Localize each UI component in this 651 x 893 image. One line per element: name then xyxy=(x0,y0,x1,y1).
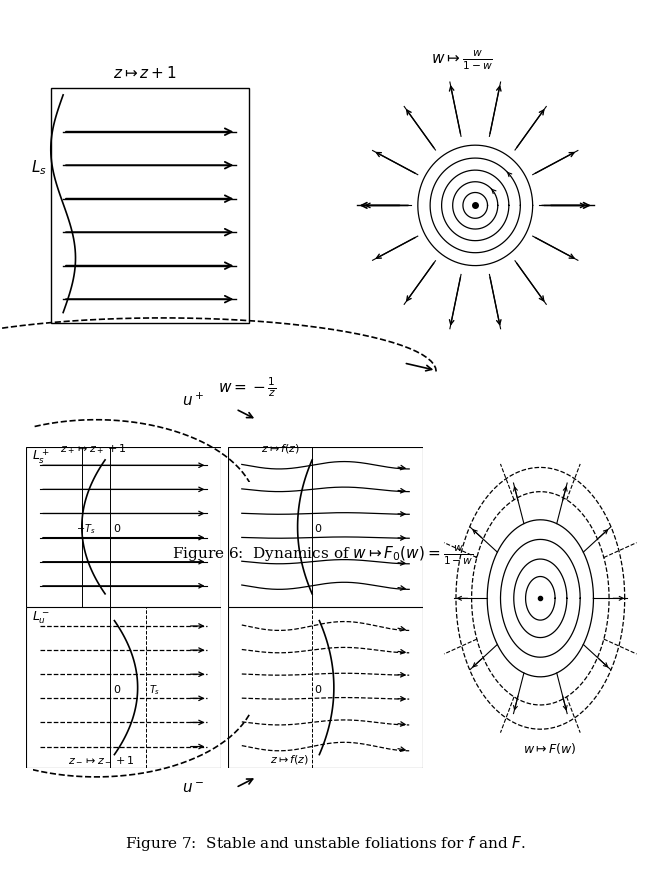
Text: $0$: $0$ xyxy=(314,522,323,534)
Text: $z \mapsto f(z)$: $z \mapsto f(z)$ xyxy=(270,753,309,766)
Text: $L_u^-$: $L_u^-$ xyxy=(32,610,49,626)
Text: Figure 6:  Dynamics of $w \mapsto F_0(w) = \frac{w}{1-w}$.: Figure 6: Dynamics of $w \mapsto F_0(w) … xyxy=(172,544,479,567)
Text: $u^-$: $u^-$ xyxy=(182,781,204,796)
Text: $T_s$: $T_s$ xyxy=(149,683,160,697)
Text: $0$: $0$ xyxy=(113,683,121,695)
Text: $z \mapsto z+1$: $z \mapsto z+1$ xyxy=(113,65,176,81)
Text: $z_- \mapsto z_- + 1$: $z_- \mapsto z_- + 1$ xyxy=(68,755,135,764)
Text: $u^+$: $u^+$ xyxy=(182,392,204,409)
Text: $z \mapsto f(z)$: $z \mapsto f(z)$ xyxy=(261,442,300,455)
Text: $z_+ \mapsto z_+ + 1$: $z_+ \mapsto z_+ + 1$ xyxy=(59,442,126,455)
Text: $0$: $0$ xyxy=(113,522,121,534)
Text: $L_s^+$: $L_s^+$ xyxy=(32,447,49,466)
Text: $L_s$: $L_s$ xyxy=(31,158,47,177)
Text: Figure 7:  Stable and unstable foliations for $f$ and $F$.: Figure 7: Stable and unstable foliations… xyxy=(125,834,526,854)
Text: $0$: $0$ xyxy=(314,683,323,695)
Text: $w = -\frac{1}{z}$: $w = -\frac{1}{z}$ xyxy=(218,376,277,399)
Text: $w \mapsto \frac{w}{1-w}$: $w \mapsto \frac{w}{1-w}$ xyxy=(431,48,492,72)
Text: $w \mapsto F(w)$: $w \mapsto F(w)$ xyxy=(523,741,577,756)
Text: $-T_s$: $-T_s$ xyxy=(76,522,96,536)
